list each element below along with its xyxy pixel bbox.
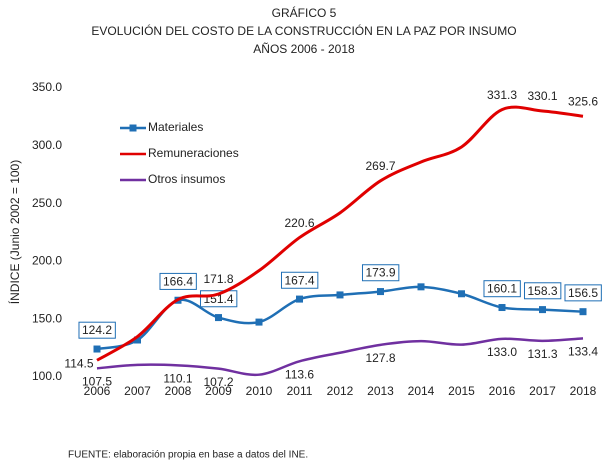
label-box [483,280,521,298]
chart-title: GRÁFICO 5 [272,5,337,20]
data-label: 107.5 [82,375,112,389]
x-tick-label: 2012 [327,384,354,398]
marker [255,318,263,326]
y-tick-label: 200.0 [32,254,62,268]
x-tick-label: 2011 [287,384,313,398]
series-line [96,337,584,377]
legend-label: Otros insumos [148,172,225,186]
x-tick-label: 2006 [84,384,111,398]
marker [215,314,222,322]
y-tick-label: 300.0 [32,138,62,152]
legend-label: Materiales [148,120,203,134]
chart-subtitle: AÑOS 2006 - 2018 [253,42,355,56]
data-label: 124.2 [82,323,112,337]
data-label: 133.0 [487,345,517,359]
marker [377,288,384,296]
marker [296,295,303,303]
label-box [564,284,602,302]
y-tick-label: 100.0 [32,369,62,383]
label-box [361,264,400,282]
y-axis-label: ÍNDICE (Junio 2002 = 100) [7,160,22,304]
data-label: 171.8 [203,272,233,286]
marker [336,291,344,299]
x-tick-label: 2018 [570,384,597,398]
data-label: 167.4 [284,273,314,287]
marker [498,304,506,312]
data-label: 131.3 [527,347,557,361]
legend-label: Remuneraciones [148,146,239,160]
data-label: 166.4 [163,274,193,288]
marker [93,345,101,353]
marker [417,283,425,291]
y-tick-label: 350.0 [32,80,62,94]
label-box [78,321,116,339]
x-tick-label: 2014 [408,384,435,398]
data-label: 173.9 [365,266,395,280]
data-label: 330.1 [527,89,557,103]
x-tick-label: 2015 [448,384,475,398]
data-label: 156.5 [568,286,598,300]
marker [579,308,587,316]
data-label: 331.3 [487,88,517,102]
data-label: 325.6 [568,94,598,108]
marker [458,290,465,298]
series-line [96,105,584,362]
y-tick-label: 150.0 [32,311,62,325]
data-label: 107.2 [203,375,233,389]
data-label: 160.1 [487,282,517,296]
label-box [199,290,238,308]
data-label: 158.3 [527,284,557,298]
data-label: 133.4 [568,345,598,359]
data-label: 220.6 [284,216,314,230]
data-label: 113.6 [285,367,314,381]
x-tick-label: 2017 [529,384,556,398]
chart-subtitle: EVOLUCIÓN DEL COSTO DE LA CONSTRUCCIÓN E… [91,23,516,38]
label-box [523,282,562,300]
x-tick-label: 2007 [124,384,151,398]
label-box [280,271,319,289]
data-label: 110.1 [163,371,192,385]
x-tick-label: 2008 [165,384,192,398]
legend-marker [129,124,137,132]
x-tick-label: 2009 [205,384,232,398]
x-tick-label: 2010 [246,384,273,398]
marker [134,336,141,344]
source-note: FUENTE: elaboración propia en base a dat… [68,450,308,461]
x-tick-label: 2013 [367,384,394,398]
data-label: 114.5 [64,356,93,370]
marker [539,306,546,314]
x-tick-label: 2016 [489,384,516,398]
data-label: 269.7 [365,159,395,173]
y-tick-label: 250.0 [32,196,62,210]
label-box [159,272,197,290]
data-label: 127.8 [365,351,395,365]
